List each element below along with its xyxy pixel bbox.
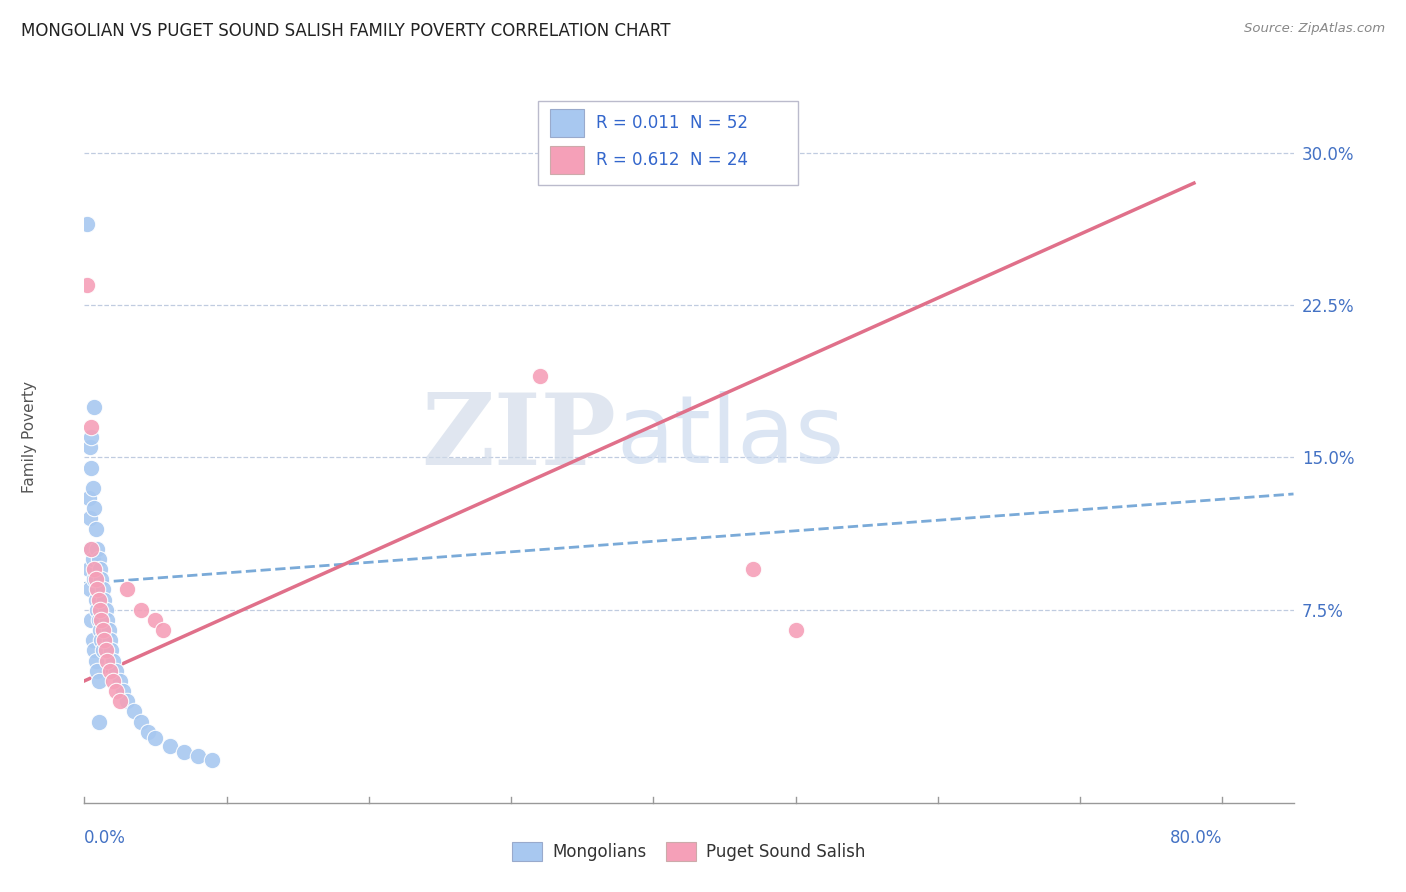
Point [98,633,121,648]
Point [101,673,124,688]
Point [785,623,807,637]
Point [77,491,100,505]
Text: 0.0%: 0.0% [84,830,127,847]
Point [80,430,103,444]
Point [76,217,98,231]
Point [104,664,127,678]
Point [89,623,111,637]
Point [77,562,100,576]
Point [86,541,108,556]
Text: ZIP: ZIP [422,389,616,485]
Point [82,552,104,566]
Point [87,673,110,688]
Point [83,562,105,576]
Legend: Mongolians, Puget Sound Salish: Mongolians, Puget Sound Salish [506,835,872,868]
Point [82,633,104,648]
Point [100,643,122,657]
Point [111,684,134,698]
Point [91,582,114,597]
Point [187,749,209,764]
Point [82,481,104,495]
Point [79,582,101,597]
Point [122,705,145,719]
Point [90,572,112,586]
Point [86,664,108,678]
Point [97,623,120,637]
Point [101,654,124,668]
Point [93,633,115,648]
Point [89,603,111,617]
Point [742,562,765,576]
Point [138,724,160,739]
Point [80,541,103,556]
Text: R = 0.612  N = 24: R = 0.612 N = 24 [596,151,748,169]
Point [159,739,181,753]
Point [84,521,107,535]
Point [87,714,110,729]
Point [83,643,105,657]
Point [90,633,112,648]
Text: atlas: atlas [616,391,845,483]
Point [89,562,111,576]
Text: R = 0.011  N = 52: R = 0.011 N = 52 [596,114,748,132]
Point [84,572,107,586]
Bar [550,146,583,174]
Text: MONGOLIAN VS PUGET SOUND SALISH FAMILY POVERTY CORRELATION CHART: MONGOLIAN VS PUGET SOUND SALISH FAMILY P… [21,22,671,40]
Point [80,613,103,627]
Point [83,501,105,516]
Point [87,552,110,566]
Point [129,603,152,617]
Point [91,623,114,637]
Point [201,753,224,767]
Point [96,654,118,668]
Point [84,654,107,668]
Text: 80.0%: 80.0% [1170,830,1222,847]
Bar [550,110,583,137]
Point [86,582,108,597]
Point [94,603,117,617]
Point [91,643,114,657]
Point [79,511,101,525]
Point [76,277,98,292]
Point [152,623,174,637]
Point [145,613,167,627]
Point [129,714,152,729]
Point [79,440,101,454]
Point [90,613,112,627]
Point [115,694,138,708]
Point [87,613,110,627]
Point [80,460,103,475]
Point [115,582,138,597]
Point [83,400,105,414]
Point [529,369,551,384]
Point [93,592,115,607]
Point [108,673,131,688]
Point [173,745,195,759]
Point [98,664,121,678]
Text: Source: ZipAtlas.com: Source: ZipAtlas.com [1244,22,1385,36]
Point [86,603,108,617]
Point [96,613,118,627]
FancyBboxPatch shape [538,101,797,185]
Point [104,684,127,698]
Point [108,694,131,708]
Point [80,541,103,556]
Point [80,420,103,434]
Point [94,643,117,657]
Point [145,731,167,745]
Point [83,572,105,586]
Point [87,592,110,607]
Text: Family Poverty: Family Poverty [22,381,38,493]
Point [84,592,107,607]
